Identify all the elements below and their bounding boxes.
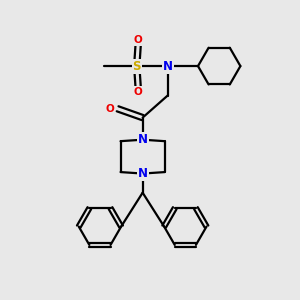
Text: N: N bbox=[138, 133, 148, 146]
Text: O: O bbox=[134, 35, 142, 46]
Text: S: S bbox=[133, 60, 141, 73]
Text: O: O bbox=[105, 104, 114, 114]
Text: N: N bbox=[163, 60, 173, 73]
Text: N: N bbox=[138, 167, 148, 180]
Text: O: O bbox=[134, 87, 142, 97]
